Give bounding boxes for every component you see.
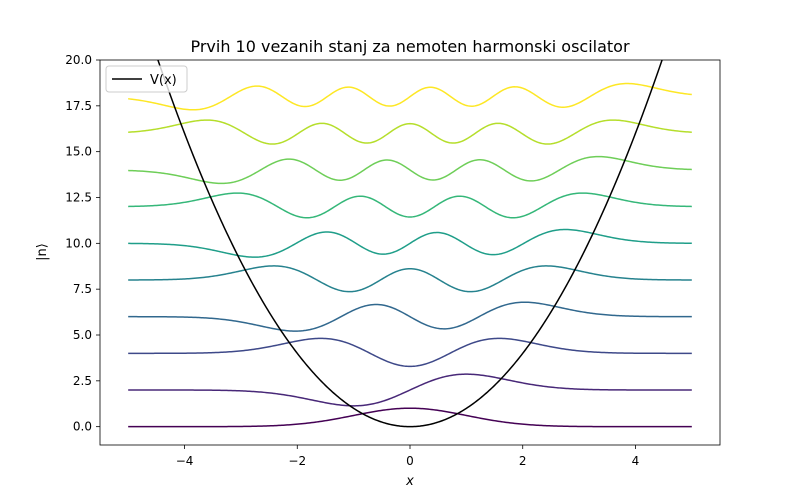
- x-axis-label: x: [405, 474, 414, 489]
- series-layer: [128, 60, 692, 428]
- x-tick-label: −4: [176, 454, 194, 468]
- y-tick-label: 2.5: [73, 374, 92, 388]
- wavefunction-line-n5: [128, 228, 692, 258]
- wavefunction-line-n0: [128, 407, 692, 428]
- x-tick-label: 4: [632, 454, 640, 468]
- y-axis: 0.0 2.5 5.0 7.5 10.0 12.5 15.0 17.5 20.0: [65, 53, 100, 434]
- y-tick-label: 20.0: [65, 53, 92, 67]
- y-tick-label: 15.0: [65, 145, 92, 159]
- y-tick-label: 10.0: [65, 236, 92, 250]
- wavefunction-line-n2: [128, 337, 692, 368]
- potential-line: [157, 60, 663, 428]
- y-tick-label: 5.0: [73, 328, 92, 342]
- chart-title: Prvih 10 vezanih stanj za nemoten harmon…: [190, 37, 630, 56]
- wavefunction-line-n8: [128, 119, 692, 145]
- wavefunction-line-n1: [128, 373, 692, 407]
- y-axis-label: |n⟩: [35, 243, 50, 261]
- wavefunction-line-n3: [128, 301, 692, 332]
- y-tick-label: 0.0: [73, 420, 92, 434]
- y-tick-label: 17.5: [65, 99, 92, 113]
- y-tick-label: 7.5: [73, 282, 92, 296]
- wavefunction-line-n9: [128, 82, 692, 111]
- legend: V(x): [105, 65, 188, 93]
- x-tick-label: −2: [288, 454, 306, 468]
- wavefunction-line-n4: [128, 265, 692, 293]
- x-axis: −4 −2 0 2 4: [176, 445, 640, 468]
- x-tick-label: 0: [406, 454, 414, 468]
- legend-box: [105, 65, 188, 93]
- legend-label-potential: V(x): [150, 73, 177, 88]
- x-tick-label: 2: [519, 454, 527, 468]
- wavefunction-line-n6: [128, 192, 692, 219]
- wavefunction-line-n7: [128, 155, 692, 185]
- y-tick-label: 12.5: [65, 191, 92, 205]
